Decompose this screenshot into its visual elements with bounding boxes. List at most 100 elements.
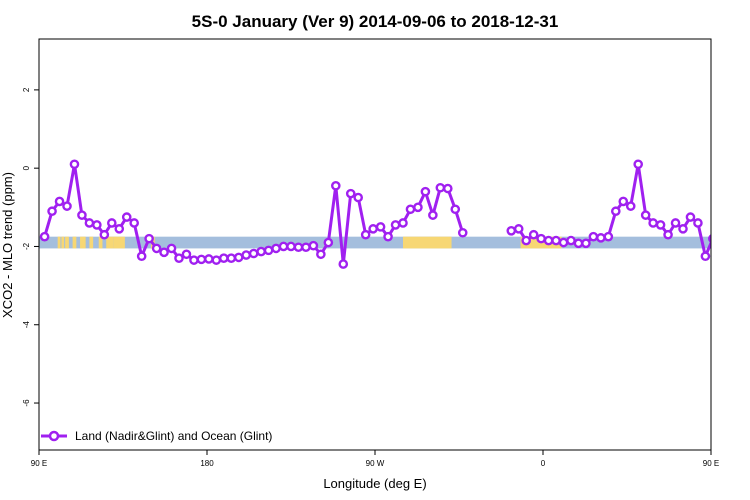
- land-patch: [65, 236, 69, 249]
- data-point: [84, 218, 95, 228]
- data-point: [625, 201, 636, 211]
- data-point: [708, 234, 711, 244]
- data-point: [442, 183, 453, 194]
- x-tick-label: 180: [200, 459, 214, 468]
- data-point: [375, 222, 386, 232]
- data-point: [316, 249, 326, 260]
- data-point: [618, 196, 629, 207]
- data-point: [611, 206, 621, 217]
- data-point: [390, 220, 401, 230]
- data-point: [278, 241, 289, 252]
- data-point: [521, 235, 532, 246]
- data-point: [77, 210, 87, 220]
- data-point: [633, 159, 644, 170]
- data-point: [700, 251, 711, 262]
- data-point: [528, 229, 539, 240]
- data-point: [308, 240, 319, 251]
- data-point: [640, 210, 651, 220]
- data-point: [54, 196, 65, 207]
- legend-label: Land (Nadir&Glint) and Ocean (Glint): [75, 429, 272, 443]
- x-tick-label: 90 E: [703, 459, 719, 468]
- data-point: [271, 243, 281, 254]
- data-point: [159, 247, 169, 258]
- data-point: [506, 225, 517, 236]
- data-point: [551, 235, 561, 246]
- data-point: [405, 204, 416, 215]
- data-point: [724, 249, 731, 256]
- data-point: [457, 227, 468, 238]
- data-point: [121, 212, 132, 222]
- data-point: [573, 238, 584, 249]
- data-point: [536, 233, 546, 244]
- x-tick-label: 0: [541, 459, 546, 468]
- data-point: [129, 218, 139, 228]
- data-point: [435, 182, 446, 193]
- data-point: [420, 186, 431, 197]
- y-tick-label: -2: [22, 242, 31, 250]
- land-patch: [57, 236, 61, 249]
- data-point: [558, 237, 569, 248]
- land-patch: [61, 236, 65, 249]
- data-point: [581, 238, 591, 249]
- data-point: [99, 229, 110, 240]
- data-point: [218, 253, 229, 264]
- ocean-band: [39, 236, 711, 249]
- data-point: [233, 252, 244, 263]
- x-tick-label: 90 E: [31, 459, 47, 468]
- data-point: [588, 231, 599, 242]
- data-point: [286, 241, 296, 252]
- data-point: [136, 251, 147, 262]
- data-point: [181, 249, 192, 260]
- y-axis: 2 0 -2 -4 -6: [22, 87, 39, 407]
- data-point: [398, 218, 408, 228]
- land-patch: [80, 236, 86, 249]
- land-patch: [98, 236, 103, 249]
- data-point: [114, 224, 125, 234]
- data-point: [670, 218, 681, 228]
- y-tick-label: -6: [22, 399, 31, 407]
- data-point: [189, 255, 199, 265]
- data-point: [226, 253, 237, 264]
- y-axis-label: XCO2 - MLO trend (ppm): [0, 172, 15, 318]
- data-point: [428, 210, 438, 220]
- data-point: [655, 220, 666, 230]
- data-point: [62, 201, 72, 211]
- data-point: [360, 229, 371, 240]
- data-point: [663, 229, 673, 240]
- data-point: [353, 192, 364, 203]
- data-point: [211, 255, 222, 265]
- data-point: [166, 243, 177, 254]
- data-point: [648, 218, 658, 228]
- y-tick-label: -4: [22, 321, 31, 329]
- data-point: [338, 259, 349, 269]
- data-point: [566, 235, 576, 246]
- data-point: [174, 253, 184, 264]
- data-point: [693, 218, 703, 228]
- data-point: [603, 231, 614, 242]
- data-point: [717, 245, 724, 252]
- data-point: [47, 206, 57, 217]
- data-point: [345, 188, 356, 199]
- data-point: [413, 202, 423, 213]
- legend-marker: [48, 430, 60, 442]
- data-point: [596, 233, 606, 243]
- x-axis: 90 E 180 90 W 0 90 E: [31, 450, 719, 468]
- y-tick-label: 2: [22, 87, 31, 92]
- series-land-ocean: [39, 159, 731, 269]
- y-tick-label: 0: [22, 165, 31, 170]
- data-point: [263, 245, 274, 256]
- data-point: [293, 242, 304, 253]
- legend: Land (Nadir&Glint) and Ocean (Glint): [41, 429, 272, 443]
- land-patch: [403, 236, 452, 249]
- data-point: [39, 231, 50, 242]
- land-patch: [89, 236, 94, 249]
- data-point: [678, 224, 688, 234]
- land-patch: [72, 236, 77, 249]
- data-point: [383, 231, 393, 242]
- data-point: [107, 218, 117, 228]
- data-point: [196, 254, 207, 265]
- data-point: [685, 212, 696, 222]
- data-point: [92, 220, 102, 230]
- data-point: [241, 250, 251, 260]
